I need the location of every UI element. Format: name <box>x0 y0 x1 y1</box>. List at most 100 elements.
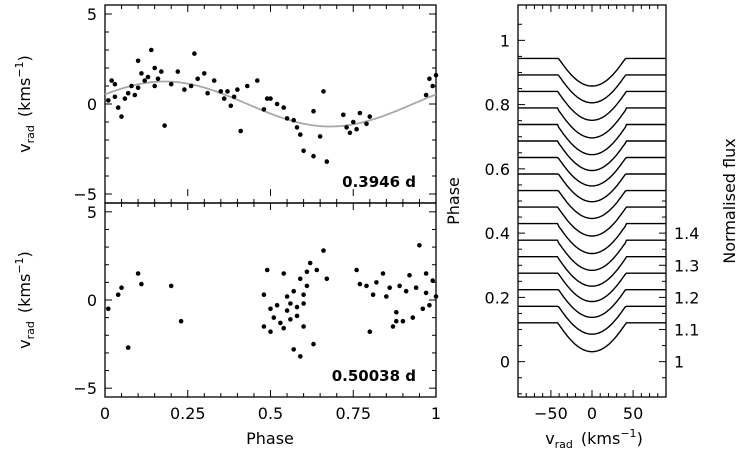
top-point-26 <box>195 76 200 82</box>
top-ytick-label-1: 0 <box>87 95 97 114</box>
bottom-point-56 <box>417 243 422 248</box>
top-point-10 <box>135 58 141 64</box>
top-point-22 <box>175 69 181 74</box>
profile-9 <box>518 173 666 203</box>
x-tick-label-2: 0.5 <box>258 404 283 423</box>
x-tick-label-3: 0.75 <box>335 404 371 423</box>
bottom-point-28 <box>301 292 306 298</box>
top-panel: 5 0 −5 0.3946 d vrad(kms−1) <box>13 4 439 204</box>
bottom-point-26 <box>298 276 303 282</box>
top-point-48 <box>301 148 306 154</box>
top-point-51 <box>324 159 330 164</box>
top-point-18 <box>155 76 161 82</box>
profile-7 <box>518 206 666 237</box>
top-point-19 <box>159 69 164 74</box>
top-point-4 <box>115 105 121 110</box>
profile-10 <box>518 156 666 187</box>
top-point-2 <box>112 81 118 87</box>
top-point-40 <box>264 96 270 101</box>
flux-tick-label-4: 1.4 <box>674 224 699 243</box>
profile-14 <box>518 90 666 121</box>
bottom-point-1 <box>115 292 121 298</box>
phase-ticks: 0 0.2 0.4 0.6 0.8 1 <box>485 23 525 395</box>
bottom-data-points <box>106 243 439 359</box>
bottom-point-14 <box>274 303 280 308</box>
profile-8 <box>518 189 666 220</box>
top-point-65 <box>423 92 429 98</box>
x-tick-label-0: 0 <box>100 404 110 423</box>
bottom-point-48 <box>394 310 399 315</box>
bottom-point-52 <box>403 288 409 294</box>
bottom-y-ticks: 5 0 −5 <box>73 203 436 398</box>
top-point-44 <box>284 116 290 121</box>
phase-tick-label-0: 0 <box>500 353 510 372</box>
bottom-point-12 <box>268 306 273 312</box>
top-point-52 <box>311 108 316 114</box>
bottom-point-61 <box>430 278 436 283</box>
bottom-y-axis-label: vrad(kms−1) <box>13 251 37 349</box>
profiles-panel: 0 0.2 0.4 0.6 0.8 1 1 1.1 1.2 1.3 1.4 −50 0 50 Phas… <box>444 4 739 450</box>
top-point-32 <box>225 89 230 94</box>
flux-ticks: 1 1.1 1.2 1.3 1.4 <box>659 200 699 379</box>
bottom-point-39 <box>357 281 363 287</box>
bottom-x-axis-label: Phase <box>246 429 294 448</box>
top-fit-curve <box>104 80 437 128</box>
profile-16 <box>518 57 666 87</box>
phase-tick-label-4: 0.8 <box>485 96 510 115</box>
top-period-annotation: 0.3946 d <box>342 173 416 191</box>
bottom-point-6 <box>168 283 174 289</box>
top-point-54 <box>341 112 346 118</box>
bottom-point-5 <box>139 281 144 287</box>
bottom-point-31 <box>304 269 310 275</box>
top-data-points <box>106 47 439 164</box>
top-point-57 <box>351 119 356 125</box>
top-point-39 <box>261 107 267 112</box>
top-point-58 <box>354 126 359 132</box>
top-point-16 <box>152 83 157 89</box>
bottom-point-4 <box>135 271 141 276</box>
top-point-5 <box>119 114 124 119</box>
top-point-53 <box>321 89 326 94</box>
bottom-point-46 <box>387 285 393 291</box>
bottom-point-35 <box>314 267 320 273</box>
top-point-62 <box>427 76 432 82</box>
top-point-34 <box>231 94 237 100</box>
bottom-point-16 <box>281 271 287 276</box>
profile-1 <box>518 305 666 335</box>
top-point-42 <box>274 101 280 107</box>
top-point-64 <box>433 72 439 78</box>
bottom-ytick-label-1: 0 <box>87 291 97 310</box>
top-point-21 <box>168 81 174 87</box>
bottom-point-27 <box>298 354 303 359</box>
flux-tick-label-3: 1.3 <box>674 256 699 275</box>
bottom-point-25 <box>294 313 300 319</box>
top-point-45 <box>291 117 297 123</box>
top-point-50 <box>317 134 323 139</box>
top-ytick-label-0: 5 <box>87 5 97 24</box>
bottom-point-7 <box>178 318 184 324</box>
velocity-ticks: −50 0 50 <box>525 5 659 423</box>
bottom-point-32 <box>304 283 310 289</box>
bottom-point-58 <box>423 271 429 276</box>
bottom-point-49 <box>394 318 399 324</box>
bottom-point-20 <box>288 301 293 306</box>
top-point-30 <box>218 89 224 94</box>
top-point-25 <box>192 51 197 56</box>
flux-tick-label-0: 1 <box>674 353 684 372</box>
profile-15 <box>518 74 666 104</box>
top-point-1 <box>109 78 114 83</box>
top-point-36 <box>238 128 243 134</box>
bottom-point-15 <box>278 320 283 326</box>
line-profiles <box>518 57 666 353</box>
top-point-12 <box>139 71 144 76</box>
top-point-7 <box>125 90 131 96</box>
bottom-point-45 <box>384 294 389 299</box>
bottom-point-2 <box>119 285 124 291</box>
bottom-ytick-label-0: 5 <box>87 203 97 222</box>
top-point-28 <box>205 90 210 96</box>
vel-tick-label-2: 50 <box>623 404 643 423</box>
top-point-43 <box>281 105 287 110</box>
top-point-37 <box>245 83 250 89</box>
bottom-point-47 <box>390 324 396 329</box>
